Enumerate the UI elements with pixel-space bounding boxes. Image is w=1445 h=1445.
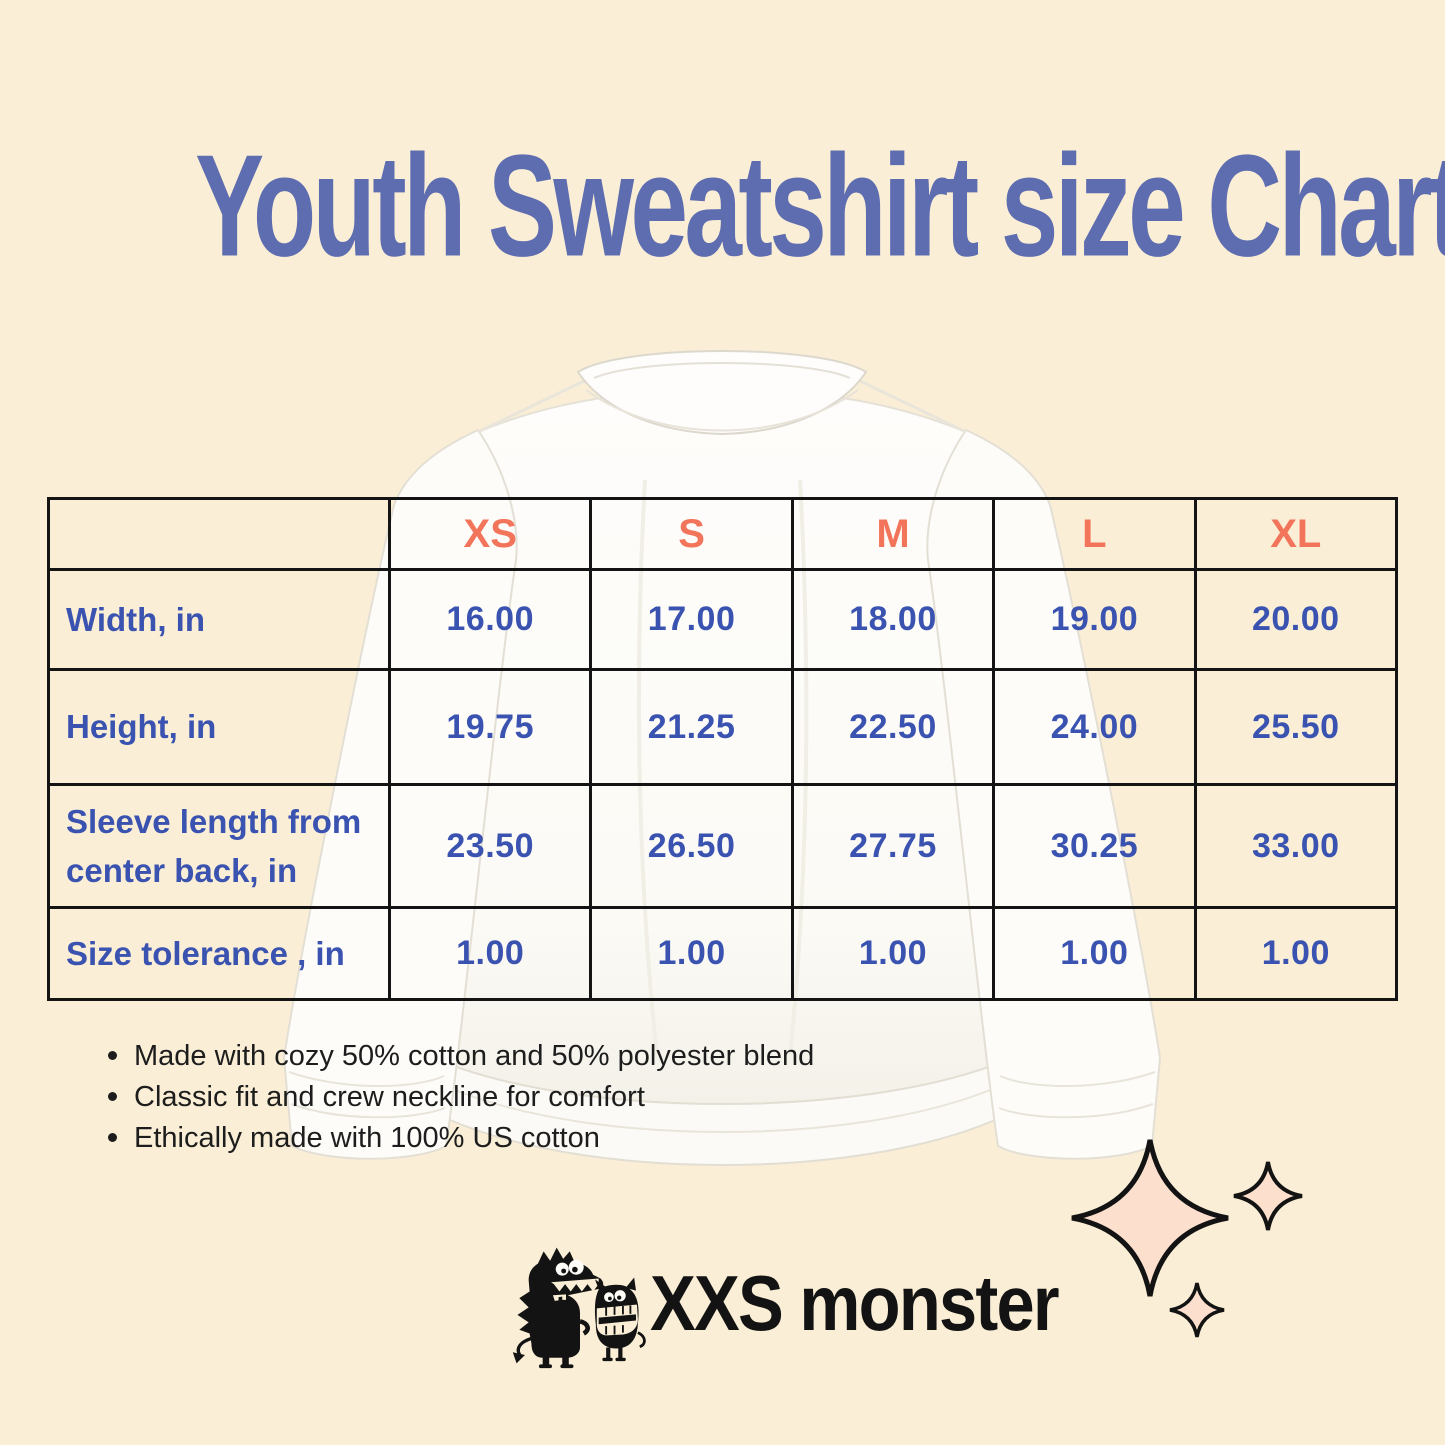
column-header-l: L [992, 497, 1197, 571]
note-item: Ethically made with 100% US cotton [107, 1118, 814, 1159]
size-cell: 19.75 [387, 668, 593, 786]
size-cell: 22.50 [790, 668, 996, 786]
brand-logo: XXS monster [510, 1240, 1113, 1372]
size-cell: 24.00 [992, 668, 1197, 786]
note-item: Classic fit and crew neckline for comfor… [107, 1077, 814, 1118]
column-header-m: M [790, 497, 996, 571]
sparkles-icon [1071, 1139, 1303, 1338]
size-cell: 18.00 [790, 568, 996, 671]
row-label: Size tolerance , in [47, 906, 391, 1001]
table-row-height: Height, in 19.75 21.25 22.50 24.00 25.50 [47, 668, 1399, 786]
monster-logo-icon [512, 1247, 646, 1369]
row-label: Height, in [47, 668, 391, 786]
size-cell: 26.50 [589, 783, 794, 909]
page-title: Youth Sweatshirt size Chart [195, 124, 1445, 288]
column-header-xs: XS [387, 497, 593, 571]
size-cell: 21.25 [589, 668, 794, 786]
size-cell: 27.75 [790, 783, 996, 909]
size-cell: 16.00 [387, 568, 593, 671]
size-cell: 23.50 [387, 783, 593, 909]
size-chart-table: XS S M L XL Width, in 16.00 17.00 18.00 … [47, 497, 1399, 1001]
note-item: Made with cozy 50% cotton and 50% polyes… [107, 1036, 814, 1077]
size-cell: 17.00 [589, 568, 794, 671]
column-header-xl: XL [1193, 497, 1399, 571]
table-row-sleeve-length: Sleeve length from center back, in 23.50… [47, 783, 1399, 909]
size-cell: 25.50 [1193, 668, 1399, 786]
size-cell: 19.00 [992, 568, 1197, 671]
size-cell: 30.25 [992, 783, 1197, 909]
size-cell: 1.00 [790, 906, 996, 1001]
size-cell: 1.00 [589, 906, 794, 1001]
column-header-s: S [589, 497, 794, 571]
size-cell: 20.00 [1193, 568, 1399, 671]
product-notes: Made with cozy 50% cotton and 50% polyes… [107, 1036, 814, 1160]
corner-cell [47, 497, 391, 571]
table-row-width: Width, in 16.00 17.00 18.00 19.00 20.00 [47, 568, 1399, 671]
brand-name: XXS monster [650, 1258, 1060, 1347]
table-header-row: XS S M L XL [47, 497, 1399, 571]
size-cell: 33.00 [1193, 783, 1399, 909]
size-cell: 1.00 [387, 906, 593, 1001]
row-label: Width, in [47, 568, 391, 671]
table-row-size-tolerance: Size tolerance , in 1.00 1.00 1.00 1.00 … [47, 906, 1399, 1001]
size-cell: 1.00 [1193, 906, 1399, 1001]
row-label: Sleeve length from center back, in [47, 783, 391, 909]
size-cell: 1.00 [992, 906, 1197, 1001]
